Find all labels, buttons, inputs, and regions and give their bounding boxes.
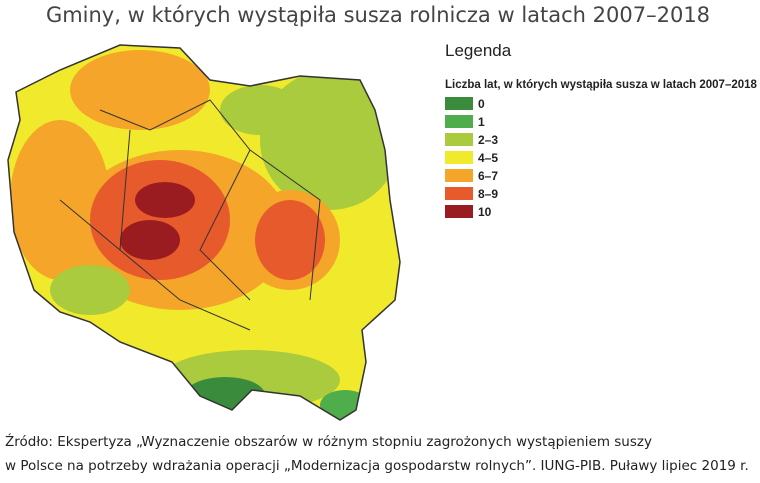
legend-label: 2–3	[478, 133, 498, 147]
legend-swatch	[445, 205, 473, 218]
legend-label: 4–5	[478, 151, 498, 165]
source-line: Źródło: Ekspertyza „Wyznaczenie obszarów…	[5, 432, 652, 450]
legend-subtitle: Liczba lat, w których wystąpiła susza w …	[445, 79, 758, 91]
legend-swatch	[445, 115, 473, 128]
legend-swatch	[445, 187, 473, 200]
legend-label: 1	[478, 115, 485, 129]
legend-swatch	[445, 169, 473, 182]
title: Gminy, w których wystąpiła susza rolnicz…	[46, 3, 710, 27]
legend: Legenda Liczba lat, w których wystąpiła …	[445, 41, 758, 219]
map	[7, 44, 401, 421]
legend-label: 0	[478, 97, 485, 111]
legend-label: 8–9	[478, 187, 498, 201]
legend-heading: Legenda	[445, 41, 512, 60]
legend-label: 6–7	[478, 169, 498, 183]
legend-label: 10	[478, 205, 492, 219]
source-line: w Polsce na potrzeby wdrażania operacji …	[5, 458, 749, 474]
legend-swatch	[445, 151, 473, 164]
legend-swatch	[445, 133, 473, 146]
legend-swatch	[445, 97, 473, 110]
